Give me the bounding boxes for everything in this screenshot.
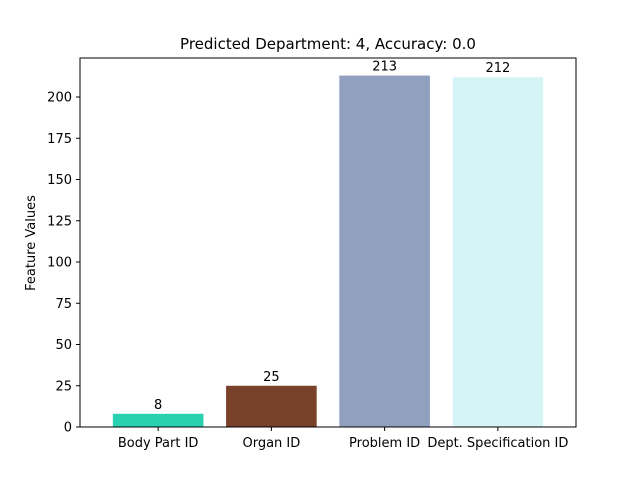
y-tick-label-200: 200 <box>47 91 72 106</box>
bar-problem-id <box>339 75 430 428</box>
y-axis-ticks: 0 25 50 75 100 125 150 175 200 <box>47 91 80 436</box>
x-tick-label-problem-id: Problem ID <box>349 436 420 451</box>
data-label-organ-id: 25 <box>263 370 280 385</box>
y-tick-label-0: 0 <box>64 421 72 436</box>
y-tick-label-75: 75 <box>55 297 72 312</box>
y-tick-label-100: 100 <box>47 256 72 271</box>
data-label-dept-specification-id: 212 <box>485 61 510 76</box>
bars-group <box>112 75 544 428</box>
plot-frame <box>79 57 577 428</box>
data-label-body-part-id: 8 <box>154 398 162 413</box>
x-tick-label-organ-id: Organ ID <box>242 436 300 451</box>
y-tick-label-175: 175 <box>47 132 72 147</box>
y-tick-label-25: 25 <box>55 379 72 394</box>
y-tick-label-150: 150 <box>47 173 72 188</box>
data-label-problem-id: 213 <box>372 60 397 75</box>
y-tick-label-50: 50 <box>55 338 72 353</box>
bar-dept-specification-id <box>452 77 544 428</box>
x-tick-label-body-part-id: Body Part ID <box>118 436 199 451</box>
y-tick-label-125: 125 <box>47 214 72 229</box>
x-tick-label-dept-specification-id: Dept. Specification ID <box>427 436 568 451</box>
chart-title: Predicted Department: 4, Accuracy: 0.0 <box>180 35 476 53</box>
bar-body-part-id <box>112 413 204 427</box>
data-labels-group: 8 25 213 212 <box>154 60 510 413</box>
bar-organ-id <box>226 385 317 427</box>
x-axis-ticks: Body Part ID Organ ID Problem ID Dept. Spec… <box>118 427 568 451</box>
y-axis-label: Feature Values <box>24 195 39 291</box>
